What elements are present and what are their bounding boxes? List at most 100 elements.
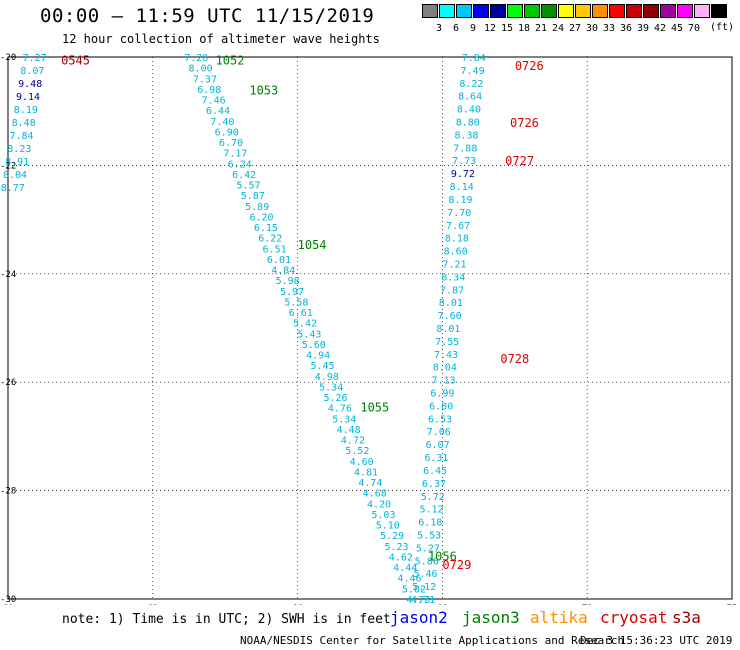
swh-value-label: 6.90 xyxy=(215,127,239,138)
swh-value-label: 7.43 xyxy=(434,350,458,361)
legend-swatch xyxy=(558,4,574,18)
swh-value-label: 4.94 xyxy=(306,351,330,362)
swh-value-label: 6.24 xyxy=(228,159,252,170)
legend-swatch xyxy=(456,4,472,18)
swh-value-label: 8.19 xyxy=(448,195,472,206)
y-tick-label: -22 xyxy=(0,161,16,171)
swh-value-label: 9.72 xyxy=(451,169,475,180)
swh-value-label: 5.46 xyxy=(413,569,437,580)
legend-label: 30 xyxy=(585,23,599,34)
pass-time-label: 0728 xyxy=(500,352,529,366)
pass-time-label: 1055 xyxy=(360,401,389,415)
legend-swatch xyxy=(626,4,642,18)
mission-label-altika: altika xyxy=(530,608,588,627)
swh-value-label: 4.72 xyxy=(341,436,365,447)
swh-value-label: 4.71 xyxy=(411,595,435,605)
swh-value-label: 4.44 xyxy=(393,563,417,574)
swh-value-label: 5.57 xyxy=(236,181,260,192)
swh-value-label: 6.98 xyxy=(197,85,221,96)
swh-value-label: 6.45 xyxy=(423,466,447,477)
swh-value-label: 7.67 xyxy=(446,221,470,232)
swh-value-label: 6.07 xyxy=(426,440,450,451)
swh-value-label: 7.84 xyxy=(462,53,486,64)
generation-timestamp: Dec 3 15:36:23 UTC 2019 xyxy=(580,634,733,647)
x-tick-label: 69 xyxy=(437,604,448,605)
swh-value-label: 6.51 xyxy=(263,244,287,255)
swh-value-label: 8.77 xyxy=(1,183,25,194)
legend-swatch xyxy=(643,4,659,18)
y-tick-label: -28 xyxy=(0,487,16,497)
pass-time-label: 0727 xyxy=(505,154,534,168)
swh-value-label: 5.03 xyxy=(371,510,395,521)
swh-value-label: 5.72 xyxy=(421,492,445,503)
x-tick-label: 60 xyxy=(3,604,14,605)
pass-time-label: 1053 xyxy=(249,84,278,98)
swh-value-label: 8.23 xyxy=(7,144,31,155)
swh-value-label: 7.21 xyxy=(442,259,466,270)
swh-value-label: 9.48 xyxy=(18,79,42,90)
swh-value-label: 6.20 xyxy=(249,212,273,223)
swh-value-label: 6.01 xyxy=(267,255,291,266)
swh-value-label: 7.17 xyxy=(223,149,247,160)
swh-value-label: 6.31 xyxy=(424,453,448,464)
swh-value-label: 5.34 xyxy=(319,382,343,393)
pass-time-label: 0726 xyxy=(515,59,544,73)
legend-label: 21 xyxy=(534,23,548,34)
swh-value-label: 8.18 xyxy=(445,234,469,245)
swh-value-label: 5.98 xyxy=(276,276,300,287)
legend-swatch xyxy=(711,4,727,18)
y-tick-label: -24 xyxy=(0,270,16,280)
swh-value-label: 6.44 xyxy=(206,106,230,117)
swh-value-label: 6.99 xyxy=(430,389,454,400)
legend-swatch xyxy=(422,4,438,18)
y-tick-label: -26 xyxy=(0,378,16,388)
legend-label: 33 xyxy=(602,23,616,34)
swh-value-label: 6.15 xyxy=(254,223,278,234)
swh-value-label: 7.73 xyxy=(452,156,476,167)
swh-value-label: 4.46 xyxy=(398,574,422,585)
swh-value-label: 7.49 xyxy=(461,66,485,77)
swh-value-label: 4.76 xyxy=(328,404,352,415)
swh-value-label: 6.80 xyxy=(429,401,453,412)
swh-value-label: 5.42 xyxy=(293,319,317,330)
swh-value-label: 4.62 xyxy=(389,552,413,563)
swh-value-label: 4.20 xyxy=(367,499,391,510)
legend-swatch xyxy=(439,4,455,18)
legend-label: 45 xyxy=(670,23,684,34)
mission-label-cryosat: cryosat xyxy=(600,608,668,627)
pass-time-label: 0545 xyxy=(61,54,90,68)
swh-value-label: 9.14 xyxy=(16,92,40,103)
legend-swatch xyxy=(507,4,523,18)
credit-line: NOAA/NESDIS Center for Satellite Applica… xyxy=(240,634,625,647)
swh-value-label: 8.48 xyxy=(12,118,36,129)
legend-label: 27 xyxy=(568,23,582,34)
swh-value-label: 8.40 xyxy=(457,105,481,116)
mission-label-jason3: jason3 xyxy=(462,608,520,627)
swh-value-label: 4.81 xyxy=(354,467,378,478)
swh-value-label: 5.97 xyxy=(280,287,304,298)
swh-value-label: 8.34 xyxy=(441,272,465,283)
chart-title: 00:00 – 11:59 UTC 11/15/2019 xyxy=(40,5,375,27)
legend-label: 36 xyxy=(619,23,633,34)
swh-value-label: 7.40 xyxy=(210,117,234,128)
swh-value-label: 6.53 xyxy=(428,414,452,425)
pass-time-label: 0726 xyxy=(510,116,539,130)
swh-value-label: 5.87 xyxy=(241,191,265,202)
x-tick-label: 63 xyxy=(147,604,158,605)
legend-swatch xyxy=(490,4,506,18)
swh-value-label: 4.84 xyxy=(271,266,295,277)
legend-label: 6 xyxy=(452,23,460,34)
swh-value-label: 8.60 xyxy=(444,247,468,258)
swh-value-label: 8.07 xyxy=(20,66,44,77)
legend-label: 9 xyxy=(469,23,477,34)
legend-unit: (ft) xyxy=(710,22,735,33)
swh-value-label: 7.37 xyxy=(193,74,217,85)
swh-value-label: 7.55 xyxy=(435,337,459,348)
swh-value-label: 4.68 xyxy=(363,489,387,500)
swh-value-label: 5.23 xyxy=(384,542,408,553)
swh-value-label: 8.91 xyxy=(5,157,29,168)
legend-label: 15 xyxy=(500,23,514,34)
swh-value-label: 5.45 xyxy=(310,361,334,372)
swh-value-label: 7.20 xyxy=(184,53,208,64)
legend-swatch xyxy=(524,4,540,18)
